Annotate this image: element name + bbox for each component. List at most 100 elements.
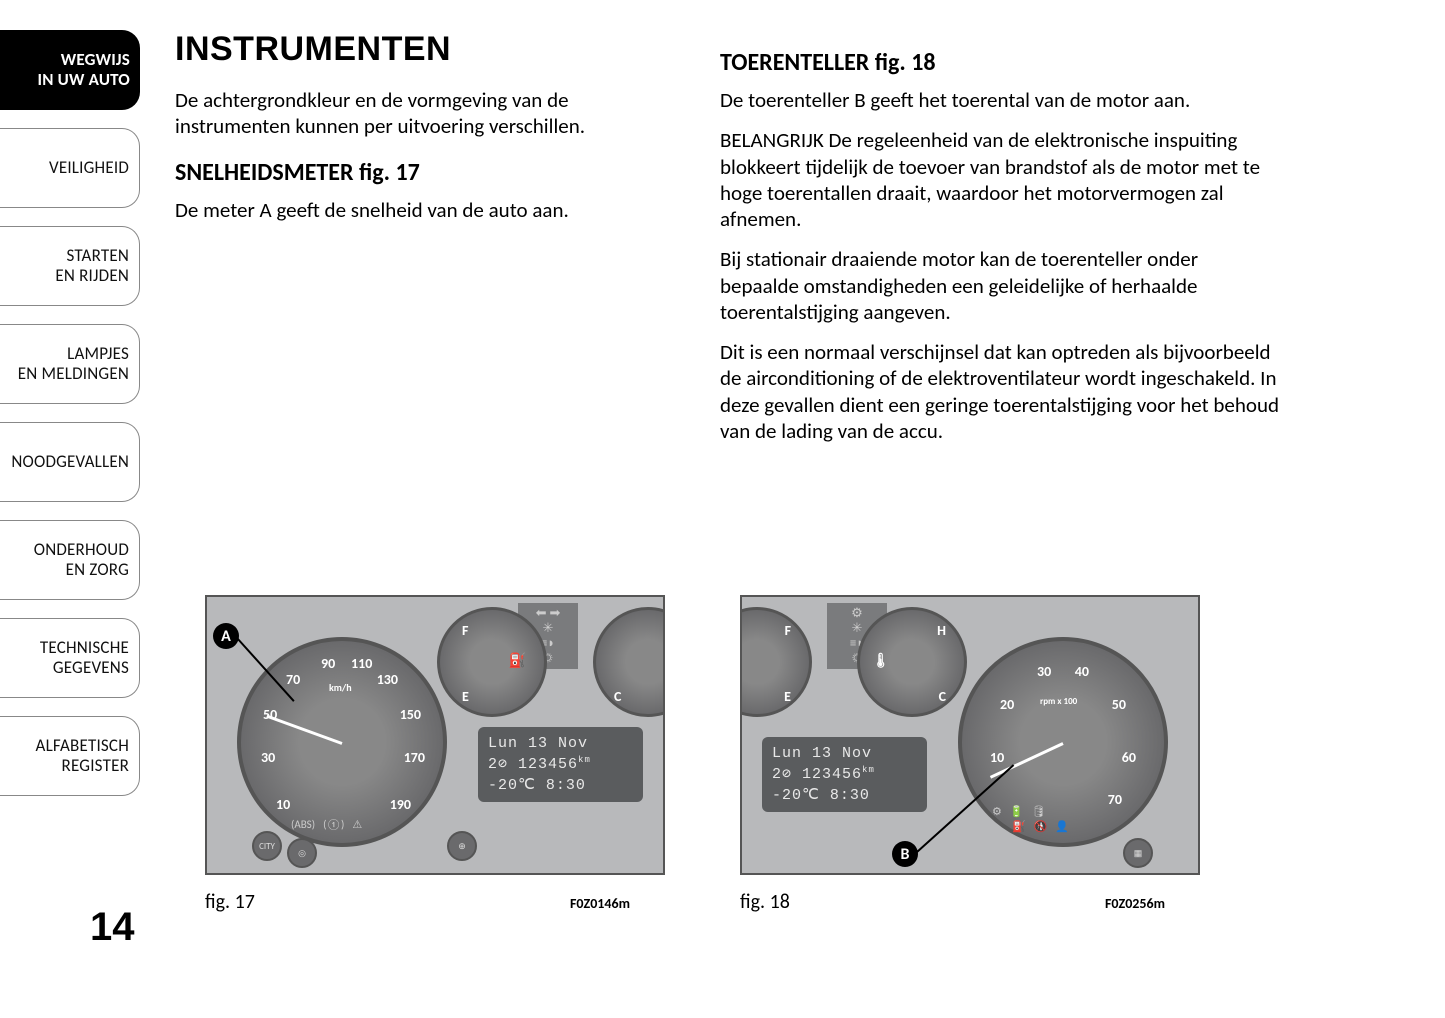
tab-label: STARTEN bbox=[66, 246, 129, 266]
lcd-temp-time: -20℃ 8:30 bbox=[488, 775, 633, 796]
city-button: CITY bbox=[252, 831, 282, 861]
tab-label: GEGEVENS bbox=[53, 658, 129, 678]
tach-p4: Dit is een normaal verschijnsel dat kan … bbox=[720, 339, 1280, 444]
tab-onderhoud[interactable]: ONDERHOUD EN ZORG bbox=[0, 520, 140, 600]
warning-row: (ABS) (①) ⚠ bbox=[291, 818, 362, 831]
tab-wegwijs[interactable]: WEGWIJS IN UW AUTO bbox=[0, 30, 140, 110]
figure-18: ⚙ ✳ ≡◗ ☼ F E ⛽ H C 🌡 10 20 30 40 50 60 7… bbox=[740, 595, 1200, 875]
seatbelt-icon: 🚯 bbox=[1034, 820, 1048, 833]
warning-row: ⚙ 🔋 🛢 bbox=[992, 805, 1046, 818]
tach-p3: Bij stationair draaiende motor kan de to… bbox=[720, 246, 1280, 325]
temp-cold: C bbox=[939, 688, 946, 705]
tab-label: EN MELDINGEN bbox=[18, 364, 129, 384]
tab-label: ONDERHOUD bbox=[34, 540, 129, 560]
tab-starten[interactable]: STARTEN EN RIJDEN bbox=[0, 226, 140, 306]
page-number: 14 bbox=[90, 905, 135, 950]
warning-row-2: ⛽ 🚯 👤 bbox=[1012, 820, 1069, 833]
figure-17-code: F0Z0146m bbox=[570, 895, 630, 912]
hazard-icon: ✳ bbox=[852, 622, 863, 635]
figure-18-code: F0Z0256m bbox=[1105, 895, 1165, 912]
rpm-70: 70 bbox=[1108, 791, 1122, 808]
turn-signals-icon: ⬅ ➡ bbox=[536, 607, 561, 620]
tab-lampjes[interactable]: LAMPJES EN MELDINGEN bbox=[0, 324, 140, 404]
fuel-pump-icon: ⛽ bbox=[509, 652, 526, 669]
temp-hot: H bbox=[937, 622, 946, 639]
tab-label: REGISTER bbox=[62, 756, 129, 776]
speed-unit: km/h bbox=[329, 681, 352, 694]
speed-70: 70 bbox=[286, 671, 300, 688]
city-label: CITY bbox=[259, 841, 275, 852]
tach-p1: De toerenteller B geeft het toerental va… bbox=[720, 87, 1280, 113]
fuel-full: F bbox=[785, 622, 791, 639]
temp-gauge: C bbox=[593, 607, 665, 717]
temp-gauge: H C 🌡 bbox=[857, 607, 967, 717]
tab-alfabetisch[interactable]: ALFABETISCH REGISTER bbox=[0, 716, 140, 796]
speed-10: 10 bbox=[276, 796, 290, 813]
speed-90: 90 bbox=[321, 655, 335, 672]
left-text-column: INSTRUMENTEN De achtergrondkleur en de v… bbox=[175, 30, 680, 237]
rpm-30: 30 bbox=[1037, 663, 1051, 680]
fuel-empty: E bbox=[784, 688, 791, 705]
callout-marker-b: B bbox=[892, 841, 918, 867]
rpm-50: 50 bbox=[1112, 696, 1126, 713]
fuel-gauge: F E ⛽ bbox=[740, 607, 812, 717]
tab-label: EN ZORG bbox=[66, 560, 129, 580]
speed-30: 30 bbox=[261, 749, 275, 766]
lcd-date: Lun 13 Nov bbox=[488, 733, 633, 754]
figure-17-caption: fig. 17 bbox=[205, 890, 255, 914]
rpm-40: 40 bbox=[1075, 663, 1089, 680]
heading-toerenteller: TOERENTELLER fig. 18 bbox=[720, 48, 1280, 77]
tab-label: EN RIJDEN bbox=[55, 266, 129, 286]
fuel-full: F bbox=[462, 622, 468, 639]
lcd-date: Lun 13 Nov bbox=[772, 743, 917, 764]
lcd-odo-unit: km bbox=[862, 765, 875, 775]
tab-label: IN UW AUTO bbox=[38, 70, 131, 90]
tab-label: TECHNISCHE bbox=[40, 638, 129, 658]
lcd-odo: 2⊘ 123456 bbox=[488, 756, 578, 773]
tab-noodgevallen[interactable]: NOODGEVALLEN bbox=[0, 422, 140, 502]
rpm-60: 60 bbox=[1122, 749, 1136, 766]
tab-label: ALFABETISCH bbox=[36, 736, 129, 756]
lcd-display: Lun 13 Nov 2⊘ 123456km -20℃ 8:30 bbox=[478, 727, 643, 802]
right-text-column: TOERENTELLER fig. 18 De toerenteller B g… bbox=[720, 30, 1280, 458]
fuel-empty: E bbox=[462, 688, 469, 705]
hazard-icon: ✳ bbox=[543, 622, 554, 635]
airbag-icon: 👤 bbox=[1055, 820, 1069, 833]
temp-cold: C bbox=[614, 688, 621, 705]
brake-icon: (①) bbox=[323, 818, 344, 831]
fuel-gauge: F E ⛽ bbox=[437, 607, 547, 717]
marker-letter: A bbox=[221, 627, 231, 646]
marker-letter: B bbox=[901, 845, 910, 864]
sidebar-nav: WEGWIJS IN UW AUTO VEILIGHEID STARTEN EN… bbox=[0, 30, 140, 814]
tachometer-gauge: 10 20 30 40 50 60 70 rpm x 100 ⚙ 🔋 🛢 ⛽ 🚯… bbox=[958, 637, 1168, 847]
lcd-odo: 2⊘ 123456 bbox=[772, 766, 862, 783]
tab-label: WEGWIJS bbox=[61, 50, 130, 70]
heading-instrumenten: INSTRUMENTEN bbox=[175, 30, 680, 69]
rpm-unit: rpm x 100 bbox=[1040, 696, 1077, 707]
speed-170: 170 bbox=[404, 749, 425, 766]
check-engine-icon: ⚙ bbox=[992, 805, 1002, 818]
thermometer-icon: 🌡 bbox=[872, 652, 890, 669]
intro-paragraph: De achtergrondkleur en de vormgeving van… bbox=[175, 87, 680, 140]
oil-icon: 🛢 bbox=[1032, 805, 1046, 818]
tab-label: LAMPJES bbox=[67, 344, 129, 364]
speed-150: 150 bbox=[400, 706, 421, 723]
lcd-odo-row: 2⊘ 123456km bbox=[488, 754, 633, 775]
tab-label: VEILIGHEID bbox=[49, 158, 129, 178]
tab-technische[interactable]: TECHNISCHE GEGEVENS bbox=[0, 618, 140, 698]
fuel-low-icon: ⛽ bbox=[1012, 820, 1026, 833]
speed-130: 130 bbox=[377, 671, 398, 688]
rpm-10: 10 bbox=[990, 749, 1004, 766]
speedometer-needle bbox=[266, 715, 342, 745]
esp-button: ⊕ bbox=[447, 831, 477, 861]
airbag-icon: ⚠ bbox=[352, 818, 362, 831]
tab-label: NOODGEVALLEN bbox=[11, 452, 129, 472]
lcd-display: Lun 13 Nov 2⊘ 123456km -20℃ 8:30 bbox=[762, 737, 927, 812]
lcd-temp-time: -20℃ 8:30 bbox=[772, 785, 917, 806]
abs-icon: (ABS) bbox=[291, 818, 315, 831]
speed-110: 110 bbox=[351, 655, 372, 672]
engine-icon: ⚙ bbox=[851, 607, 863, 620]
tab-veiligheid[interactable]: VEILIGHEID bbox=[0, 128, 140, 208]
callout-marker-a: A bbox=[213, 623, 239, 649]
speedometer-paragraph: De meter A geeft de snelheid van de auto… bbox=[175, 197, 680, 223]
